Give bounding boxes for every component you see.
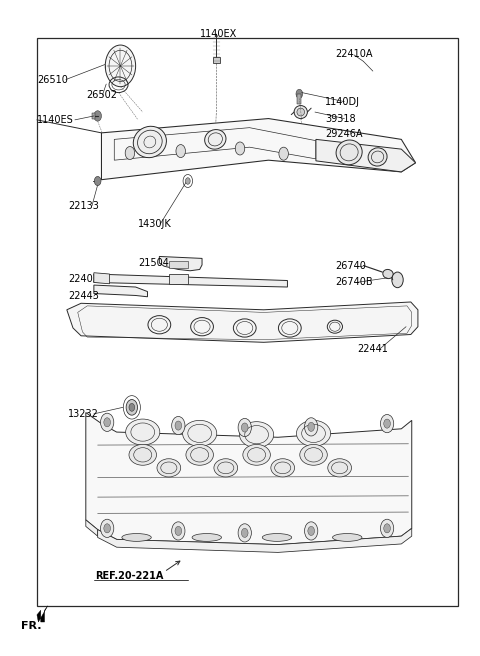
Circle shape: [384, 419, 390, 428]
Text: 22443: 22443: [68, 291, 99, 301]
Text: 1430JK: 1430JK: [138, 219, 172, 229]
Ellipse shape: [271, 459, 295, 477]
Circle shape: [238, 523, 252, 542]
Circle shape: [384, 523, 390, 533]
Ellipse shape: [122, 533, 151, 541]
Ellipse shape: [126, 419, 160, 445]
Bar: [37, 38, 458, 606]
Polygon shape: [94, 274, 288, 287]
Circle shape: [296, 89, 302, 98]
Circle shape: [185, 178, 190, 184]
Circle shape: [100, 413, 114, 432]
Text: 22402: 22402: [68, 274, 99, 284]
Ellipse shape: [328, 459, 351, 477]
Ellipse shape: [297, 108, 304, 116]
Circle shape: [125, 146, 135, 159]
Ellipse shape: [157, 459, 180, 477]
Polygon shape: [67, 302, 418, 342]
Polygon shape: [86, 520, 97, 536]
Ellipse shape: [129, 444, 156, 465]
Ellipse shape: [133, 127, 167, 157]
Ellipse shape: [243, 444, 270, 465]
Text: 22441: 22441: [358, 344, 388, 354]
Text: 26740B: 26740B: [335, 277, 372, 287]
Bar: [92, 113, 95, 119]
Polygon shape: [159, 256, 202, 271]
Polygon shape: [101, 119, 416, 180]
Text: 1140ES: 1140ES: [37, 115, 74, 125]
Ellipse shape: [240, 422, 274, 447]
Bar: [169, 261, 188, 268]
Text: 26502: 26502: [86, 90, 117, 100]
Text: 26740: 26740: [335, 260, 366, 270]
Circle shape: [235, 142, 245, 155]
Circle shape: [304, 418, 318, 436]
Circle shape: [175, 526, 181, 535]
Circle shape: [241, 423, 248, 432]
Polygon shape: [86, 413, 412, 544]
Circle shape: [392, 272, 403, 288]
Text: 22410A: 22410A: [335, 49, 372, 58]
Ellipse shape: [186, 444, 214, 465]
Ellipse shape: [383, 270, 393, 279]
Ellipse shape: [368, 148, 387, 166]
Ellipse shape: [214, 459, 238, 477]
Circle shape: [308, 422, 314, 432]
Text: 1140DJ: 1140DJ: [325, 96, 360, 107]
Circle shape: [176, 144, 185, 157]
Circle shape: [297, 125, 302, 133]
Circle shape: [100, 520, 114, 537]
Bar: [298, 94, 301, 104]
Polygon shape: [37, 605, 48, 622]
Text: 29246A: 29246A: [325, 129, 363, 139]
Polygon shape: [94, 273, 109, 284]
Circle shape: [381, 415, 394, 433]
Ellipse shape: [333, 533, 362, 541]
Text: 26510: 26510: [37, 75, 68, 85]
Circle shape: [104, 523, 110, 533]
Circle shape: [241, 528, 248, 537]
Ellipse shape: [204, 130, 226, 149]
Text: REF.20-221A: REF.20-221A: [96, 571, 164, 581]
Ellipse shape: [262, 533, 292, 541]
Circle shape: [238, 419, 252, 437]
Circle shape: [105, 45, 136, 87]
Polygon shape: [94, 285, 147, 297]
Text: 1140EX: 1140EX: [200, 29, 237, 39]
Ellipse shape: [336, 140, 362, 165]
Circle shape: [172, 522, 185, 540]
Circle shape: [175, 421, 181, 430]
Circle shape: [279, 147, 288, 160]
Ellipse shape: [192, 533, 221, 541]
Polygon shape: [169, 274, 188, 284]
Bar: [213, 58, 219, 62]
Circle shape: [126, 400, 137, 415]
Ellipse shape: [182, 420, 217, 446]
Bar: [299, 129, 301, 136]
Polygon shape: [316, 139, 416, 172]
Polygon shape: [97, 528, 412, 552]
Ellipse shape: [297, 420, 331, 446]
Text: 39318: 39318: [325, 113, 356, 123]
Circle shape: [104, 418, 110, 427]
Circle shape: [94, 111, 101, 121]
Text: FR.: FR.: [21, 621, 41, 631]
Ellipse shape: [294, 106, 307, 119]
Circle shape: [95, 176, 101, 186]
Circle shape: [381, 520, 394, 537]
Text: 13232: 13232: [68, 409, 99, 419]
Text: 21504: 21504: [138, 258, 169, 268]
Text: 22133: 22133: [68, 201, 99, 211]
Circle shape: [308, 526, 314, 535]
Circle shape: [129, 403, 135, 411]
Ellipse shape: [300, 444, 327, 465]
Circle shape: [172, 417, 185, 435]
Circle shape: [304, 522, 318, 540]
